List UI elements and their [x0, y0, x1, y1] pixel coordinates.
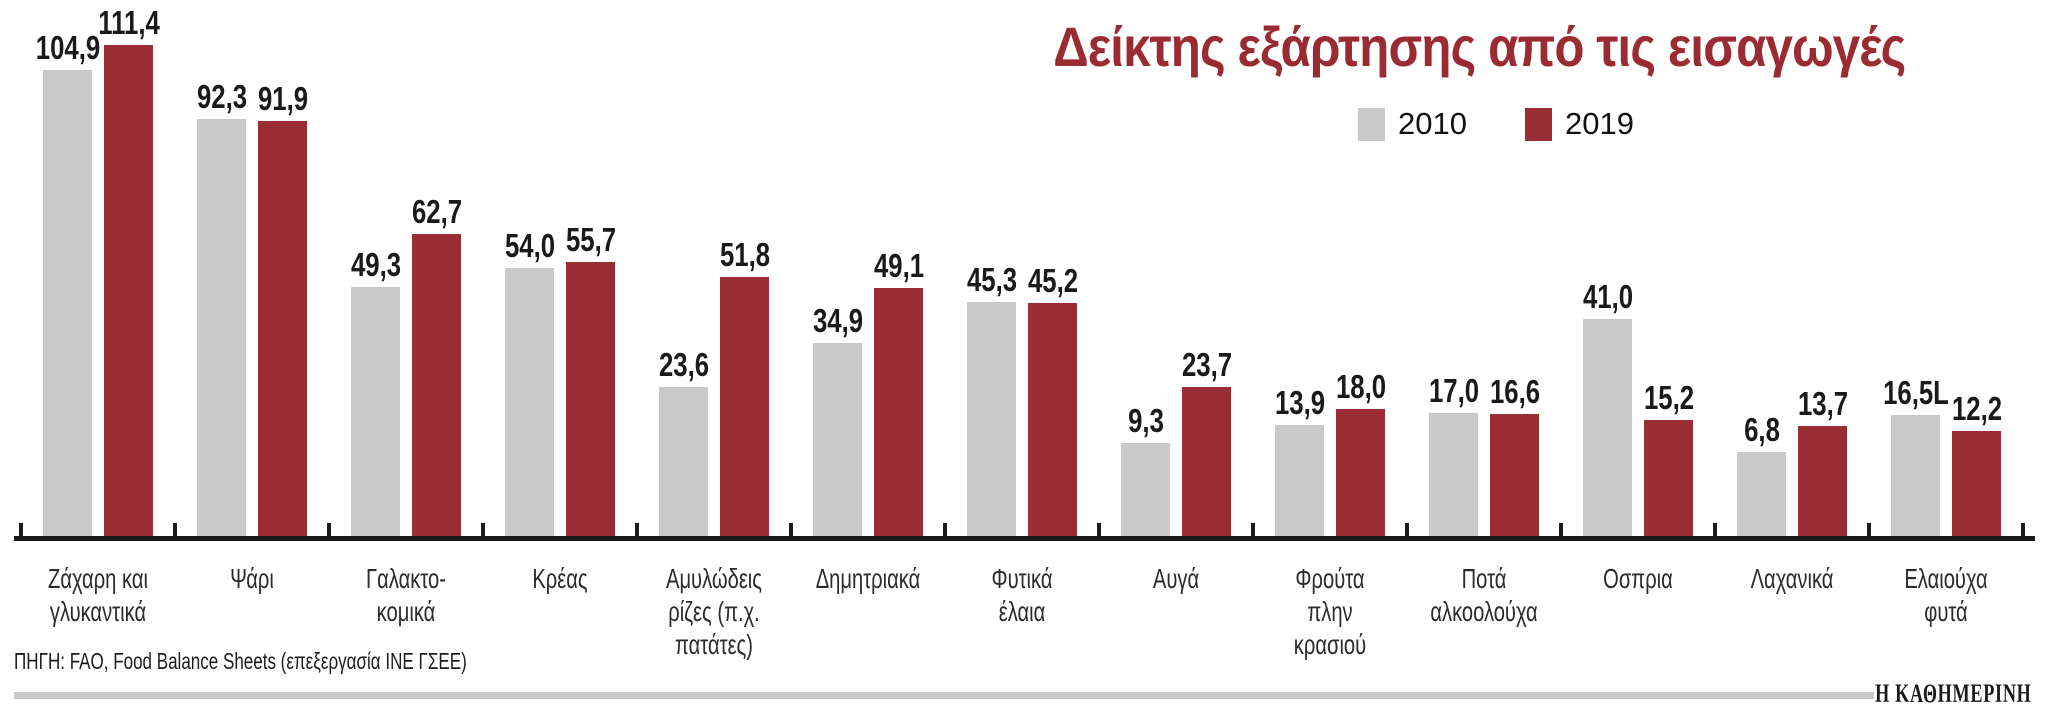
- value-label-2019-8: 23,7: [1181, 346, 1232, 383]
- bar-2019-13: [1952, 431, 2001, 536]
- category-label-1: Ζάχαρη και γλυκαντικά: [48, 563, 148, 627]
- value-label-2010-2: 92,3: [196, 78, 247, 115]
- bar-2010-13: [1891, 415, 1940, 536]
- legend-item-2019: 2019: [1524, 106, 1634, 142]
- value-label-2010-8: 9,3: [1127, 402, 1164, 439]
- footer-divider-bar: [14, 692, 1874, 699]
- value-label-2019-5: 51,8: [719, 236, 770, 273]
- value-label-2010-11: 41,0: [1582, 278, 1633, 315]
- value-label-2019-10: 16,6: [1489, 373, 1540, 410]
- bar-2019-1: [104, 45, 153, 536]
- bar-2010-1: [43, 70, 92, 536]
- x-axis-tick: [1867, 523, 1871, 536]
- category-label-11: Οσπρια: [1603, 563, 1673, 594]
- value-label-2019-9: 18,0: [1335, 368, 1386, 405]
- x-axis-tick: [327, 523, 331, 536]
- value-label-2019-11: 15,2: [1643, 379, 1694, 416]
- bar-2010-12: [1737, 452, 1786, 536]
- bar-2010-3: [351, 287, 400, 536]
- x-axis-tick: [173, 523, 177, 536]
- category-label-8: Αυγά: [1152, 563, 1200, 594]
- x-axis-tick: [789, 523, 793, 536]
- value-label-2019-1: 111,4: [97, 4, 160, 41]
- value-label-2019-2: 91,9: [257, 80, 308, 117]
- value-label-2010-9: 13,9: [1274, 384, 1325, 421]
- value-label-2019-4: 55,7: [565, 221, 616, 258]
- category-label-9: Φρούτα πλην κρασιού: [1293, 563, 1367, 660]
- x-axis-tick: [1713, 523, 1717, 536]
- bar-2019-7: [1028, 303, 1077, 536]
- bar-2010-11: [1583, 319, 1632, 536]
- chart-title: Δείκτης εξάρτησης από τις εισαγωγές: [1052, 15, 1906, 78]
- legend-label-2019: 2019: [1564, 106, 1634, 141]
- x-axis-tick: [19, 523, 23, 536]
- value-label-2010-7: 45,3: [966, 261, 1017, 298]
- category-label-5: Αμυλώδεις ρίζες (π.χ. πατάτες): [665, 563, 763, 660]
- value-label-2019-13: 12,2: [1951, 390, 2002, 427]
- value-label-2019-12: 13,7: [1797, 385, 1848, 422]
- category-label-2: Ψάρι: [230, 563, 274, 594]
- bar-2019-10: [1490, 414, 1539, 536]
- bar-2010-4: [505, 268, 554, 536]
- value-label-2019-6: 49,1: [873, 247, 924, 284]
- legend-swatch-2019: [1524, 107, 1552, 141]
- bar-2019-12: [1798, 426, 1847, 536]
- value-label-2010-4: 54,0: [504, 227, 555, 264]
- value-label-2019-7: 45,2: [1027, 262, 1078, 299]
- legend-label-2010: 2010: [1398, 106, 1467, 141]
- value-label-2010-12: 6,8: [1743, 411, 1780, 448]
- legend-item-2010: 2010: [1358, 106, 1467, 142]
- bar-2010-10: [1429, 413, 1478, 536]
- bar-2010-2: [197, 119, 246, 536]
- bar-2019-2: [258, 121, 307, 536]
- value-label-2010-3: 49,3: [350, 246, 401, 283]
- x-axis-tick: [1251, 523, 1255, 536]
- bar-2010-5: [659, 387, 708, 536]
- value-label-2019-3: 62,7: [411, 193, 462, 230]
- x-axis-tick: [943, 523, 947, 536]
- category-label-12: Λαχανικά: [1750, 563, 1834, 594]
- value-label-2010-13: 16,5L: [1882, 374, 1949, 411]
- x-axis-line: [14, 536, 2035, 541]
- category-label-10: Ποτά αλκοολούχα: [1430, 563, 1538, 627]
- bar-2019-11: [1644, 420, 1693, 536]
- category-label-4: Κρέας: [532, 563, 588, 594]
- x-axis-tick: [1405, 523, 1409, 536]
- value-label-2010-5: 23,6: [658, 346, 709, 383]
- source-note: ΠΗΓΗ: FAO, Food Balance Sheets (επεξεργα…: [14, 648, 467, 674]
- bar-2010-9: [1275, 425, 1324, 536]
- x-axis-tick: [1097, 523, 1101, 536]
- category-label-6: Δημητριακά: [815, 563, 921, 594]
- x-axis-tick: [2021, 523, 2025, 536]
- bar-2019-4: [566, 262, 615, 536]
- legend-swatch-2010: [1358, 107, 1385, 141]
- bar-2019-9: [1336, 409, 1385, 536]
- bar-2019-8: [1182, 387, 1231, 536]
- bar-2010-7: [967, 302, 1016, 536]
- x-axis-tick: [1559, 523, 1563, 536]
- bar-2010-8: [1121, 443, 1170, 536]
- x-axis-tick: [635, 523, 639, 536]
- bar-2019-3: [412, 234, 461, 536]
- bar-2010-6: [813, 343, 862, 536]
- category-label-7: Φυτικά έλαια: [991, 563, 1053, 627]
- newspaper-logo: Η ΚΑΘΗΜΕΡΙΝΗ: [1875, 679, 2032, 708]
- category-label-13: Ελαιούχα φυτά: [1904, 563, 1988, 627]
- value-label-2010-1: 104,9: [35, 29, 100, 66]
- legend: 2010 2019: [1358, 106, 1634, 142]
- bar-2019-5: [720, 277, 769, 536]
- bar-2019-6: [874, 288, 923, 536]
- x-axis-tick: [481, 523, 485, 536]
- category-label-3: Γαλακτο- κομικά: [366, 563, 446, 627]
- value-label-2010-10: 17,0: [1428, 372, 1479, 409]
- value-label-2010-6: 34,9: [812, 302, 863, 339]
